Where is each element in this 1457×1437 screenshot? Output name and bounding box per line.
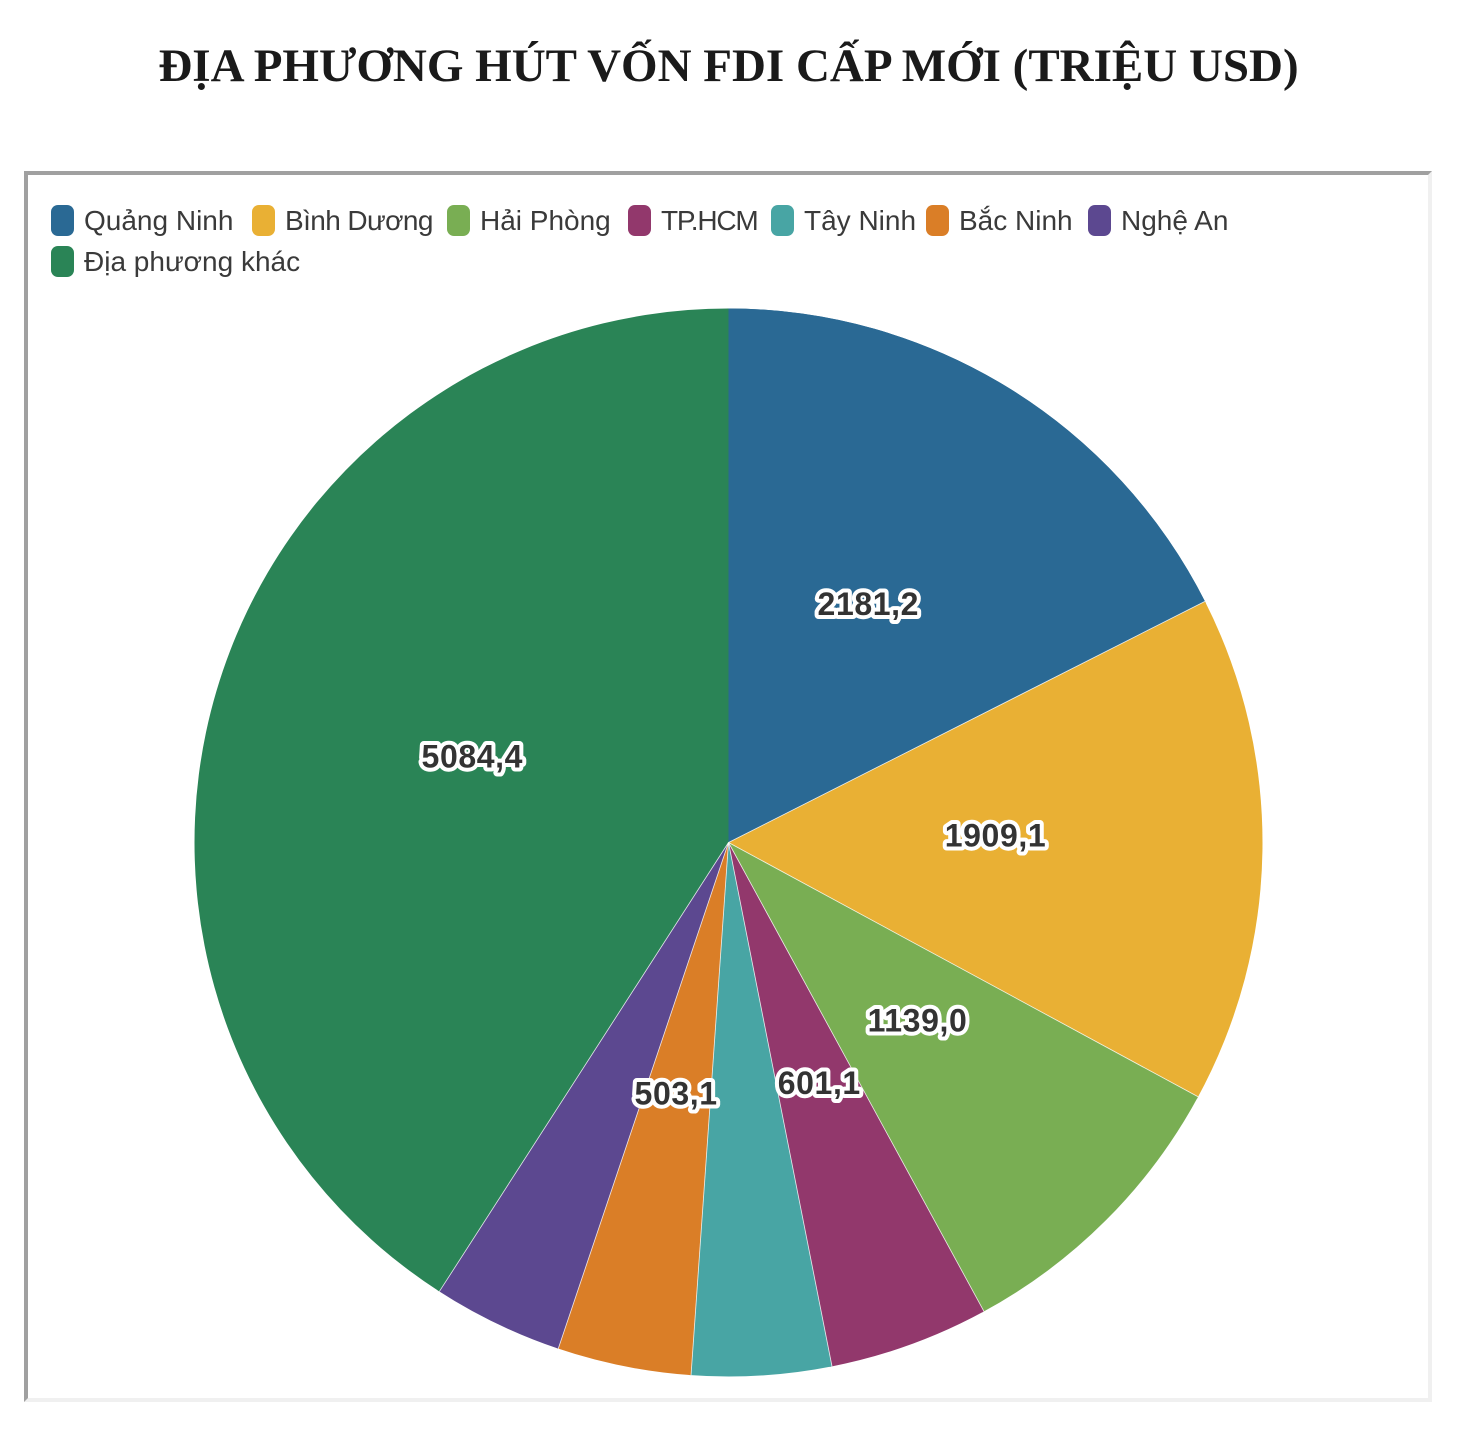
svg-text:5084,4: 5084,4 xyxy=(422,738,523,774)
svg-text:2181,2: 2181,2 xyxy=(818,586,919,622)
svg-text:601,1: 601,1 xyxy=(778,1065,861,1101)
svg-text:1139,0: 1139,0 xyxy=(868,1002,968,1038)
svg-text:503,1: 503,1 xyxy=(635,1076,718,1112)
svg-text:1909,1: 1909,1 xyxy=(945,817,1046,853)
